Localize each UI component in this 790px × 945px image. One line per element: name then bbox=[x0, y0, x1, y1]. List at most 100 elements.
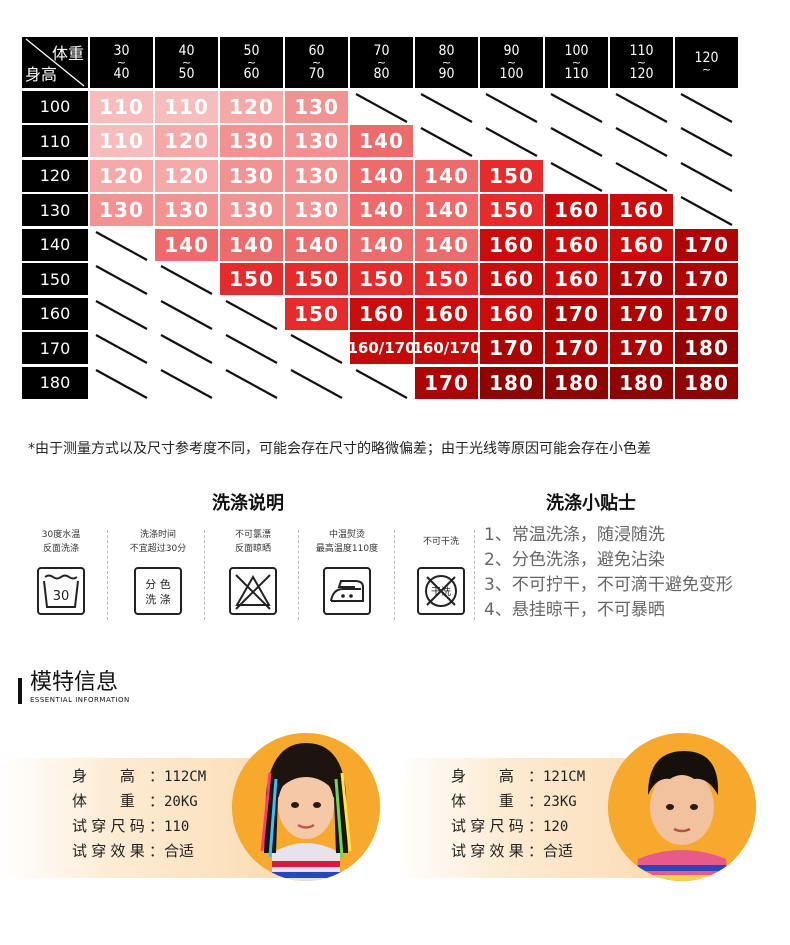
height-row-header: 160 bbox=[22, 297, 88, 330]
care-caption-line1: 中温熨烫 bbox=[328, 530, 365, 540]
empty-cell bbox=[415, 90, 478, 123]
wash-30-label: 30 bbox=[53, 589, 70, 604]
size-cell: 160 bbox=[480, 263, 543, 295]
diagonal-line bbox=[550, 127, 603, 157]
weight-header-bottom: 110 bbox=[564, 66, 589, 82]
size-cell: 140 bbox=[350, 125, 413, 157]
diagonal-line bbox=[355, 368, 408, 399]
diagonal-line bbox=[680, 127, 733, 157]
weight-header: 80 ~90 bbox=[415, 37, 478, 88]
size-cell: 170 bbox=[675, 297, 738, 330]
empty-cell bbox=[480, 125, 543, 157]
size-cell: 140 bbox=[415, 228, 478, 261]
care-caption-line1: 洗涤时间 bbox=[139, 530, 176, 540]
height-label: 身 高： bbox=[72, 767, 164, 785]
no-dry-clean-icon: 干洗 bbox=[417, 567, 465, 615]
size-cell: 160 bbox=[610, 228, 673, 261]
empty-cell bbox=[90, 297, 153, 330]
care-caption-line2: 最高温度110度 bbox=[315, 544, 379, 554]
tip-item: 3、不可拧干，不可滴干避免变形 bbox=[484, 575, 733, 595]
size-cell: 160 bbox=[545, 194, 608, 226]
empty-cell bbox=[610, 125, 673, 157]
care-caption-line1: 不可干洗 bbox=[422, 537, 459, 547]
weight-header-mid: ~ bbox=[701, 63, 712, 76]
weight-header-top: 110 bbox=[629, 43, 654, 59]
boy-model-info: 身 高：121CM 体 重：23KG 试穿尺码：120 试穿效果：合适 bbox=[451, 764, 585, 864]
effect-label: 试穿效果： bbox=[451, 842, 543, 860]
weight-value: 20KG bbox=[164, 794, 198, 810]
size-cell: 140 bbox=[350, 194, 413, 226]
boy-model-photo bbox=[608, 733, 756, 881]
size-cell: 130 bbox=[285, 194, 348, 226]
weight-header-top: 80 bbox=[438, 43, 455, 59]
weight-value: 23KG bbox=[543, 794, 577, 810]
measurement-note: *由于测量方式以及尺寸参考度不同，可能会存在尺寸的略微偏差；由于光线等原因可能会… bbox=[28, 441, 651, 457]
empty-cell bbox=[480, 90, 543, 123]
size-cell: 160 bbox=[350, 297, 413, 330]
empty-cell bbox=[675, 194, 738, 226]
weight-header-bottom: 60 bbox=[243, 66, 260, 82]
diagonal-line bbox=[485, 92, 538, 123]
size-cell: 170 bbox=[545, 332, 608, 364]
weight-header-bottom: 70 bbox=[308, 66, 325, 82]
height-label: 身 高： bbox=[451, 767, 543, 785]
divider bbox=[204, 530, 205, 620]
weight-header: 120 ~ bbox=[675, 37, 738, 88]
girl-model-photo bbox=[232, 733, 380, 881]
size-cell: 140 bbox=[350, 159, 413, 192]
size-cell: 110 bbox=[90, 125, 153, 157]
tip-item: 2、分色洗涤，避免沾染 bbox=[484, 550, 665, 570]
weight-header-top: 30 bbox=[113, 43, 130, 59]
weight-label: 体 重： bbox=[72, 792, 164, 810]
chart-corner-header: 体重 身高 bbox=[22, 37, 88, 88]
weight-header: 50 ~60 bbox=[220, 37, 283, 88]
no-bleach-icon bbox=[229, 567, 277, 615]
empty-cell bbox=[675, 125, 738, 157]
diagonal-line bbox=[95, 299, 148, 330]
weight-header: 30 ~40 bbox=[90, 37, 153, 88]
size-cell: 160/170 bbox=[347, 332, 416, 364]
size-cell: 170 bbox=[545, 297, 608, 330]
weight-header-mid: ~ bbox=[506, 56, 517, 69]
height-row-header: 100 bbox=[22, 90, 88, 123]
effect-value: 合适 bbox=[543, 842, 574, 860]
diagonal-line bbox=[680, 196, 733, 226]
empty-cell bbox=[545, 125, 608, 157]
size-cell: 180 bbox=[675, 332, 738, 364]
model-info-subtitle: ESSENTIAL INFORMATION bbox=[30, 696, 130, 704]
empty-cell bbox=[545, 159, 608, 192]
diagonal-line bbox=[160, 265, 213, 295]
diagonal-line bbox=[680, 161, 733, 192]
effect-value: 合适 bbox=[164, 842, 195, 860]
height-row-header: 130 bbox=[22, 194, 88, 226]
weight-header: 70 ~80 bbox=[350, 37, 413, 88]
size-cell: 130 bbox=[285, 125, 348, 157]
diagonal-line bbox=[95, 230, 148, 261]
size-cell: 150 bbox=[220, 263, 283, 295]
size-cell: 110 bbox=[90, 90, 153, 123]
size-cell: 170 bbox=[480, 332, 543, 364]
size-cell: 170 bbox=[415, 366, 478, 399]
size-cell: 130 bbox=[220, 194, 283, 226]
size-cell: 180 bbox=[545, 366, 608, 399]
empty-cell bbox=[415, 125, 478, 157]
empty-cell bbox=[350, 90, 413, 123]
care-item-wash-30: 30度水温 反面洗涤 30 bbox=[20, 527, 102, 622]
empty-cell bbox=[90, 263, 153, 295]
size-cell: 140 bbox=[415, 159, 478, 192]
empty-cell bbox=[155, 263, 218, 295]
iron-medium-icon bbox=[323, 567, 371, 615]
weight-header-mid: ~ bbox=[246, 56, 257, 69]
size-cell: 160 bbox=[610, 194, 673, 226]
size-cell: 130 bbox=[220, 159, 283, 192]
size-cell: 120 bbox=[220, 90, 283, 123]
size-cell: 150 bbox=[285, 297, 348, 330]
weight-axis-label: 体重 bbox=[51, 44, 84, 63]
separate-wash-label-2: 洗 涤 bbox=[145, 592, 171, 606]
divider bbox=[298, 530, 299, 620]
diagonal-line bbox=[615, 92, 668, 123]
section-marker bbox=[18, 678, 22, 704]
empty-cell bbox=[220, 366, 283, 399]
care-caption-line1: 30度水温 bbox=[41, 530, 81, 540]
washing-tips-title: 洗涤小贴士 bbox=[546, 493, 636, 514]
